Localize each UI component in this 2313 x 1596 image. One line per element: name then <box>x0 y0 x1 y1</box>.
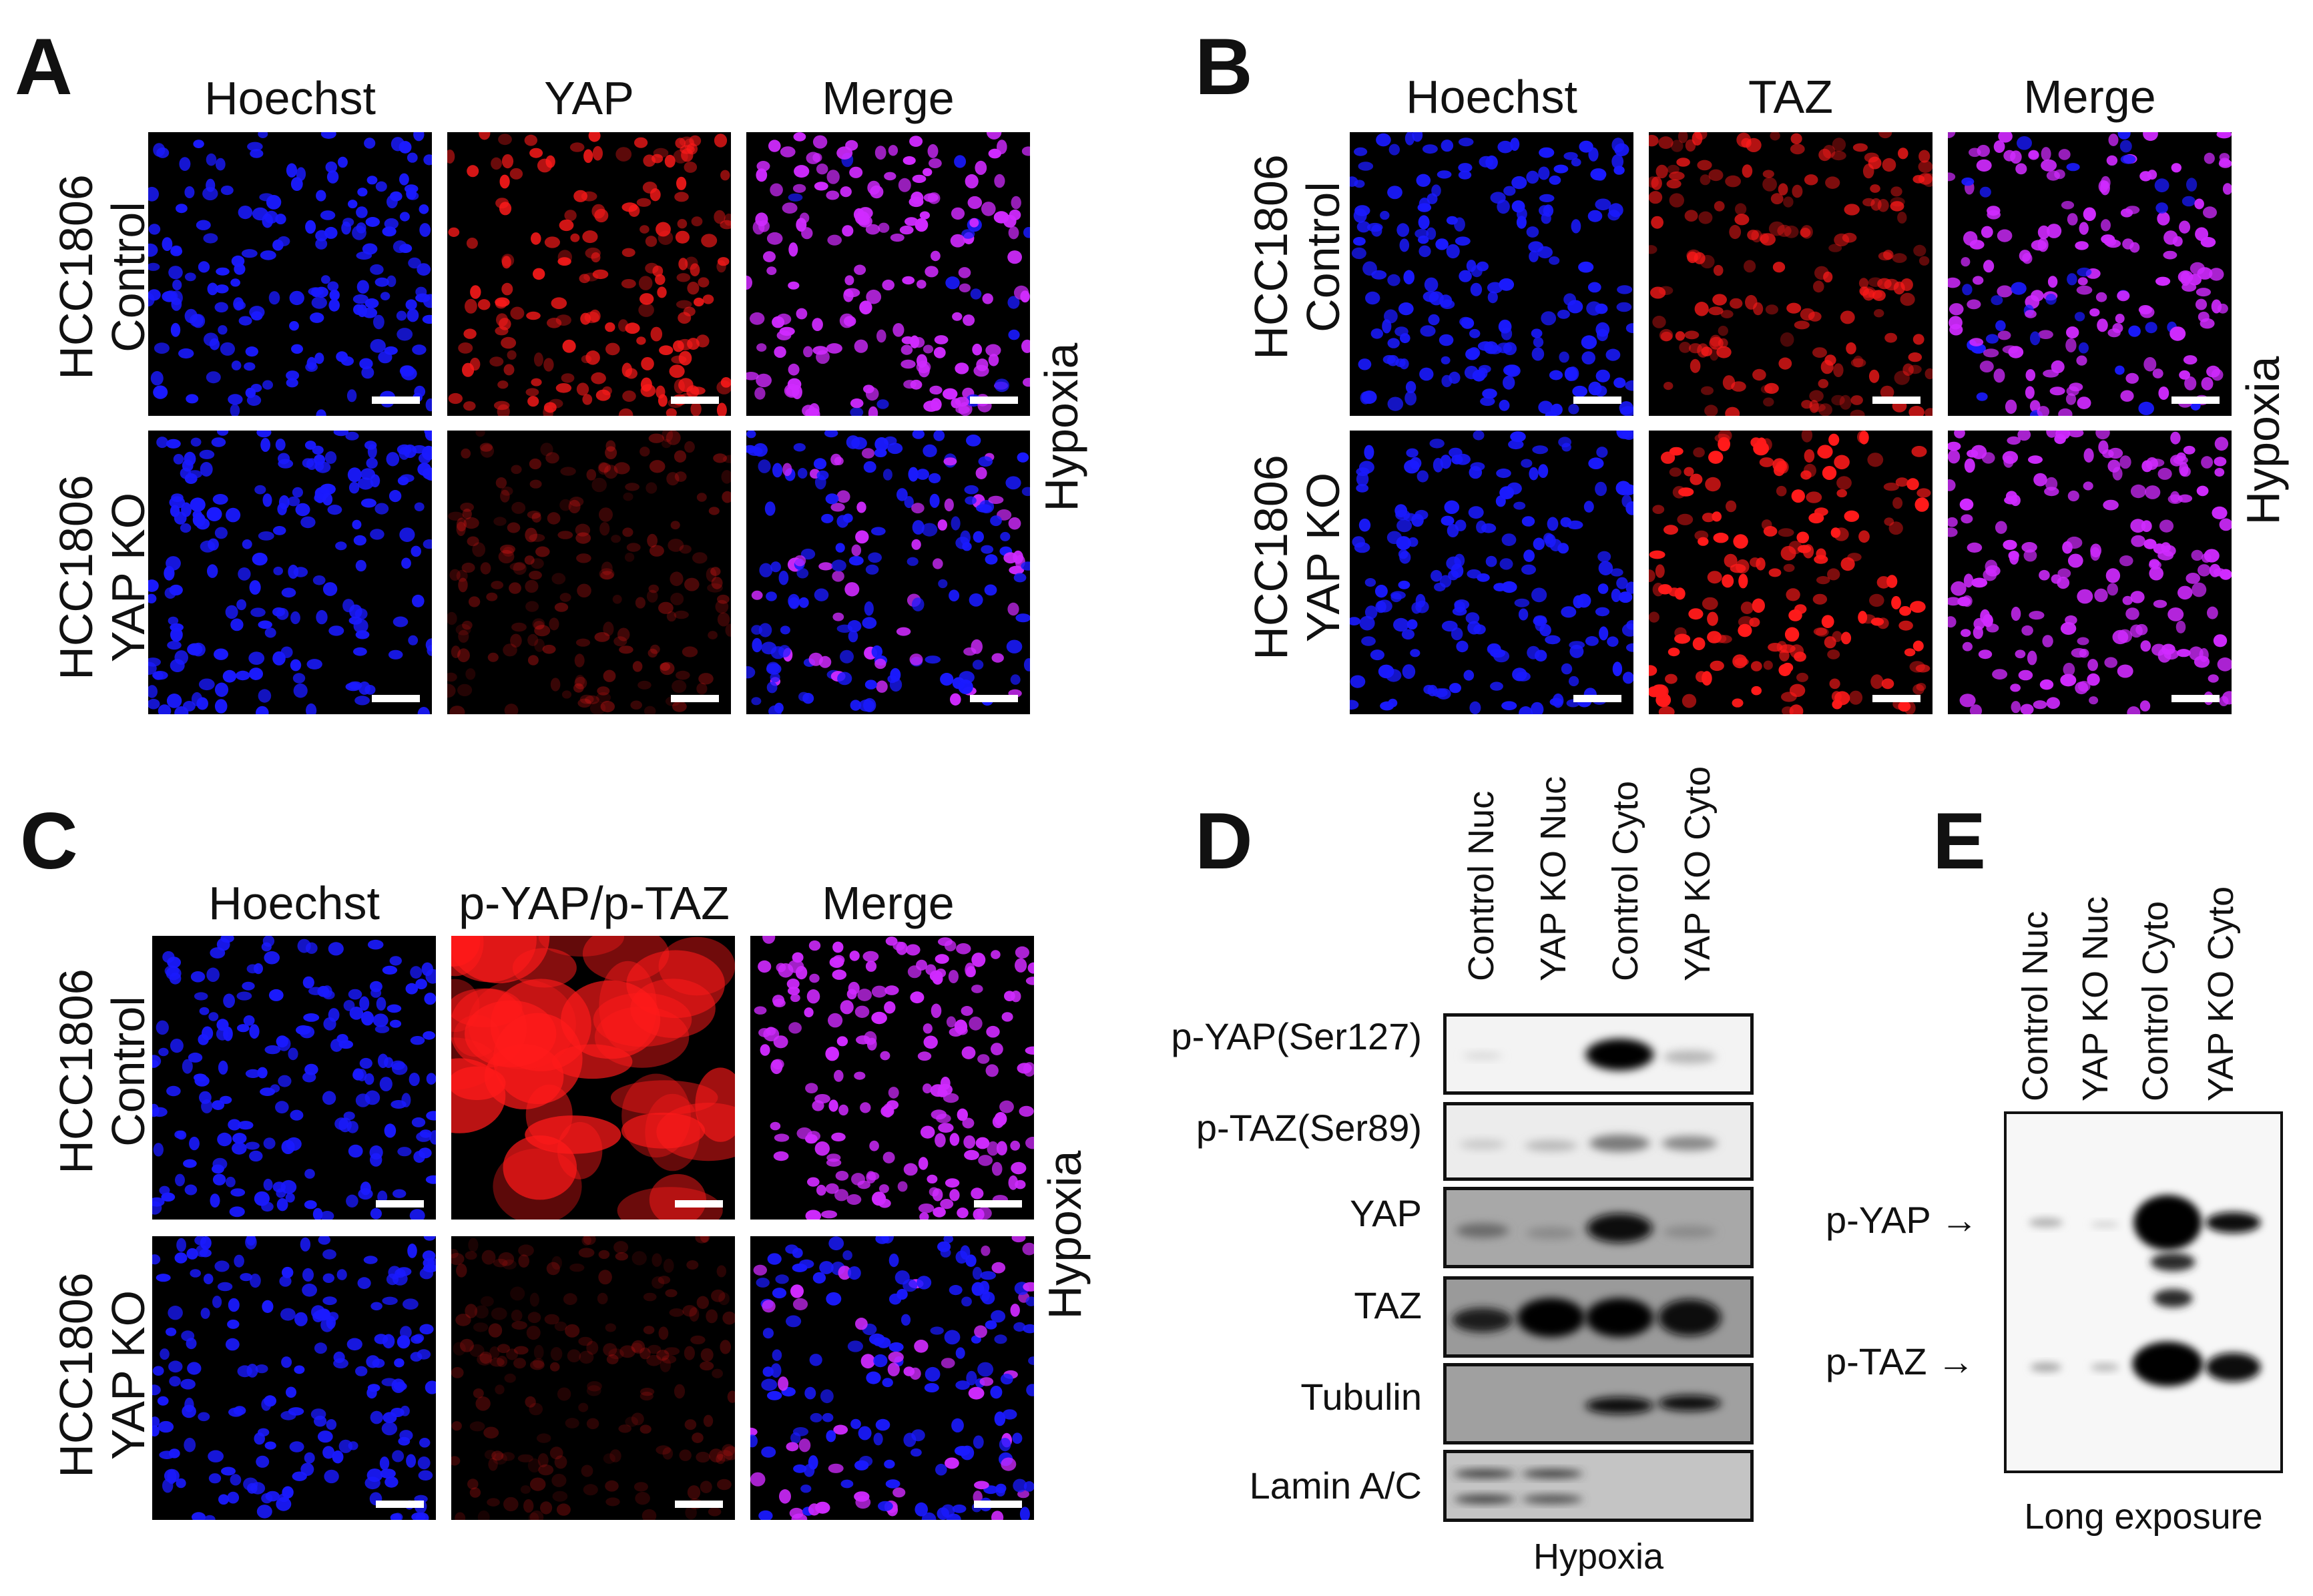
row-label-control-c: HCC1806 Control <box>50 969 155 1174</box>
column-header-hoechst-b: Hoechst <box>1406 71 1577 123</box>
scale-bar <box>970 396 1018 404</box>
scale-bar <box>1573 396 1621 404</box>
column-header-p-yap-p-taz: p-YAP/p-TAZ <box>459 877 730 929</box>
scale-bar <box>376 1501 424 1508</box>
micrograph-b-control-merge <box>1948 132 2232 416</box>
blot-strip-taz <box>1443 1276 1754 1358</box>
micrograph-c-ko-merge <box>750 1236 1034 1520</box>
scale-bar <box>1872 695 1920 702</box>
micrograph-c-control-hoechst <box>152 936 436 1220</box>
column-header-hoechst-c: Hoechst <box>208 877 380 929</box>
column-header-yap: YAP <box>544 72 634 124</box>
blot-strip-lamin-ac <box>1443 1450 1754 1522</box>
panel-label-d: D <box>1195 796 1253 886</box>
scale-bar <box>974 1200 1022 1208</box>
scale-bar <box>1872 396 1920 404</box>
blot-label-taz: TAZ <box>1354 1284 1422 1326</box>
marker-label-p-yap: p-YAP → <box>1826 1199 1979 1241</box>
blot-label-tubulin: Tubulin <box>1300 1376 1422 1418</box>
row-label-yap-ko-c: HCC1806 YAP KO <box>50 1272 155 1478</box>
side-label-hypoxia: Hypoxia <box>1035 342 1087 512</box>
column-header-merge-b: Merge <box>2023 71 2156 123</box>
micrograph-a-ko-hoechst <box>148 431 432 714</box>
lane-label-yap-ko-nuc: YAP KO Nuc <box>1533 776 1573 981</box>
scale-bar <box>372 396 420 404</box>
blot-label-p-yap: p-YAP(Ser127) <box>1171 1015 1422 1057</box>
scale-bar <box>2171 695 2220 702</box>
micrograph-a-control-merge <box>746 132 1030 416</box>
micrograph-a-ko-yap <box>447 431 731 714</box>
micrograph-b-ko-merge <box>1948 431 2232 714</box>
blot-strip-tubulin <box>1443 1363 1754 1444</box>
row-label-control: HCC1806 Control <box>50 174 155 380</box>
scale-bar <box>372 695 420 702</box>
panel-label-b: B <box>1195 22 1253 111</box>
micrograph-a-ko-merge <box>746 431 1030 714</box>
lane-label-control-cyto: Control Cyto <box>1605 780 1645 981</box>
row-label-control-b: HCC1806 Control <box>1245 154 1350 360</box>
blot-long-exposure <box>2004 1111 2283 1473</box>
column-header-taz: TAZ <box>1748 71 1833 123</box>
lane-label-e-control-nuc: Control Nuc <box>2015 910 2055 1101</box>
micrograph-b-ko-hoechst <box>1350 431 1633 714</box>
blot-strip-yap <box>1443 1187 1754 1268</box>
scale-bar <box>974 1501 1022 1508</box>
caption-hypoxia: Hypoxia <box>1533 1537 1664 1577</box>
scale-bar <box>2171 396 2220 404</box>
scale-bar <box>376 1200 424 1208</box>
lane-label-control-nuc: Control Nuc <box>1461 790 1501 981</box>
scale-bar <box>970 695 1018 702</box>
scale-bar <box>671 396 719 404</box>
micrograph-c-control-merge <box>750 936 1034 1220</box>
arrow-right-icon: → <box>1930 1199 1979 1241</box>
lane-label-yap-ko-cyto: YAP KO Cyto <box>1678 766 1718 981</box>
arrow-right-icon: → <box>1926 1340 1975 1382</box>
scale-bar <box>675 1200 723 1208</box>
column-header-hoechst: Hoechst <box>204 72 376 124</box>
scale-bar <box>1573 695 1621 702</box>
scale-bar <box>671 695 719 702</box>
scale-bar <box>675 1501 723 1508</box>
side-label-hypoxia-b: Hypoxia <box>2237 356 2289 525</box>
blot-strip-p-taz <box>1443 1102 1754 1181</box>
micrograph-a-control-hoechst <box>148 132 432 416</box>
micrograph-a-control-yap <box>447 132 731 416</box>
column-header-merge-c: Merge <box>822 877 955 929</box>
row-label-yap-ko: HCC1806 YAP KO <box>50 475 155 680</box>
lane-label-e-yap-ko-cyto: YAP KO Cyto <box>2201 886 2241 1101</box>
micrograph-b-ko-taz <box>1649 431 1933 714</box>
lane-label-e-control-cyto: Control Cyto <box>2135 900 2175 1101</box>
micrograph-b-control-hoechst <box>1350 132 1633 416</box>
panel-label-c: C <box>20 796 78 886</box>
caption-long-exposure: Long exposure <box>2024 1497 2263 1537</box>
blot-label-yap: YAP <box>1350 1192 1422 1234</box>
column-header-merge: Merge <box>822 72 955 124</box>
row-label-yap-ko-b: HCC1806 YAP KO <box>1245 455 1350 660</box>
micrograph-b-control-taz <box>1649 132 1933 416</box>
marker-label-p-taz: p-TAZ → <box>1826 1340 1975 1382</box>
blot-strip-p-yap <box>1443 1013 1754 1095</box>
micrograph-c-control-pyap <box>451 936 735 1220</box>
blot-label-p-taz: p-TAZ(Ser89) <box>1196 1107 1422 1149</box>
panel-label-a: A <box>15 22 73 111</box>
blot-label-lamin-ac: Lamin A/C <box>1249 1465 1422 1507</box>
micrograph-c-ko-hoechst <box>152 1236 436 1520</box>
panel-label-e: E <box>1933 796 1987 886</box>
lane-label-e-yap-ko-nuc: YAP KO Nuc <box>2075 896 2115 1101</box>
micrograph-c-ko-pyap <box>451 1236 735 1520</box>
